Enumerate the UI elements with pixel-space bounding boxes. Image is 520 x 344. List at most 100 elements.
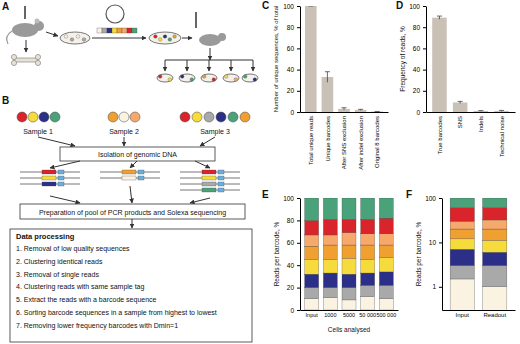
y-tick: 10 — [429, 239, 442, 246]
y-tick: 100 — [283, 195, 300, 202]
y-tick: 80 — [413, 24, 426, 31]
step-label: 7. Removing lower frequency barcodes wit… — [16, 322, 178, 330]
arrow — [187, 60, 188, 71]
marks — [432, 16, 509, 112]
marks — [305, 198, 394, 310]
arrow — [165, 60, 166, 71]
y-tick-label: 20 — [287, 284, 295, 291]
arrow — [92, 38, 146, 39]
arrow — [46, 32, 58, 36]
barcode-block — [122, 28, 127, 33]
error-line — [439, 16, 440, 19]
y-tick-mark — [297, 265, 300, 266]
y-tick-label: 60 — [287, 45, 295, 52]
sample-cell — [192, 112, 202, 122]
cell — [224, 75, 228, 79]
y-axis-title: Reads per barcode, % — [415, 221, 423, 286]
barcode-block — [97, 28, 102, 33]
sample-cell — [216, 112, 226, 122]
y-axis: 020406080100 — [283, 3, 300, 116]
sample-tag — [218, 176, 224, 180]
x-tick: SNS — [457, 116, 463, 128]
y-tick: 60 — [287, 45, 300, 52]
dish — [242, 74, 258, 82]
barcode — [42, 182, 56, 186]
y-axis-line — [300, 7, 301, 113]
x-tick: Unique barcodes — [324, 116, 330, 161]
error-line — [327, 72, 328, 83]
y-tick-mark — [297, 48, 300, 49]
y-tick-label: 60 — [287, 239, 295, 246]
y-tick: 100 — [283, 3, 300, 10]
y-tick-label: 20 — [413, 87, 421, 94]
barcode-block — [127, 28, 132, 33]
barcode-block — [132, 28, 137, 33]
y-tick: 0 — [290, 109, 300, 116]
bar-segment — [305, 220, 319, 235]
y-tick-mark — [423, 27, 426, 28]
bar-segment — [342, 245, 356, 258]
sample-tag — [138, 176, 144, 180]
sample-label: Sample 1 — [23, 128, 53, 136]
bar-segment — [379, 299, 393, 310]
bar — [453, 102, 467, 112]
step-label: 1. Removal of low quality sequences — [16, 245, 130, 253]
arrow — [130, 161, 137, 168]
y-tick-mark — [439, 242, 442, 243]
error-bar — [375, 111, 380, 112]
y-axis-title: Reads per barcode, % — [273, 221, 281, 286]
bar-segment — [323, 219, 337, 235]
x-tick-label: Readout — [483, 312, 506, 318]
y-tick-mark — [297, 6, 300, 7]
sample-cell — [50, 112, 60, 122]
y-tick-mark — [439, 287, 442, 288]
bar-segment — [379, 198, 393, 218]
x-tick-label: Total unique reads — [308, 116, 314, 165]
x-tick: After SNS exclusion — [341, 116, 347, 169]
panel-letter: C — [262, 0, 269, 11]
error-bar — [437, 16, 442, 19]
dish — [223, 74, 239, 82]
arrow — [190, 198, 210, 203]
y-tick: 100 — [425, 195, 442, 202]
y-tick: 100 — [409, 3, 426, 10]
bar-segment — [305, 299, 319, 310]
sample-tag — [58, 170, 64, 174]
bar — [474, 111, 488, 112]
box — [60, 147, 215, 161]
error-bar — [478, 110, 483, 112]
y-tick-label: 40 — [287, 262, 295, 269]
dish — [179, 74, 195, 82]
bone-end — [35, 60, 40, 65]
step-label: 6. Sorting barcode sequences in a sample… — [16, 309, 217, 317]
x-tick-label: Indels — [478, 116, 484, 132]
y-tick: 0 — [416, 109, 426, 116]
cell — [70, 38, 74, 42]
error-bar — [325, 72, 330, 83]
box-label: Isolation of genomic DNA — [98, 151, 177, 159]
bar-segment — [361, 198, 375, 219]
bar-segment — [361, 260, 375, 273]
x-tick: Technical noise — [499, 115, 505, 157]
y-tick-label: 80 — [287, 24, 295, 31]
step-label: 3. Removal of single reads — [16, 271, 99, 279]
bar-segment — [483, 198, 507, 208]
bar-segment — [361, 245, 375, 260]
y-tick-label: 1 — [432, 283, 436, 290]
y-tick-mark — [439, 198, 442, 199]
x-tick-label: 50 000 — [359, 312, 376, 318]
y-tick-label: 100 — [283, 195, 294, 202]
cell — [168, 38, 172, 42]
x-axis-title: Cells analysed — [328, 326, 371, 334]
bar-segment — [342, 258, 356, 274]
error-cap — [499, 110, 504, 111]
panel-letter: A — [2, 1, 9, 12]
step-label: 4. Clustering reads with same sample tag — [16, 283, 144, 291]
x-axis: Total unique reads Unique barcodes After S… — [301, 113, 389, 170]
x-tick-label: True barcodes — [437, 116, 443, 154]
sample-cell — [204, 112, 214, 122]
y-axis-line — [442, 199, 443, 311]
bar-segment — [323, 245, 337, 260]
bar-segment — [450, 208, 474, 221]
arrow — [50, 161, 80, 168]
